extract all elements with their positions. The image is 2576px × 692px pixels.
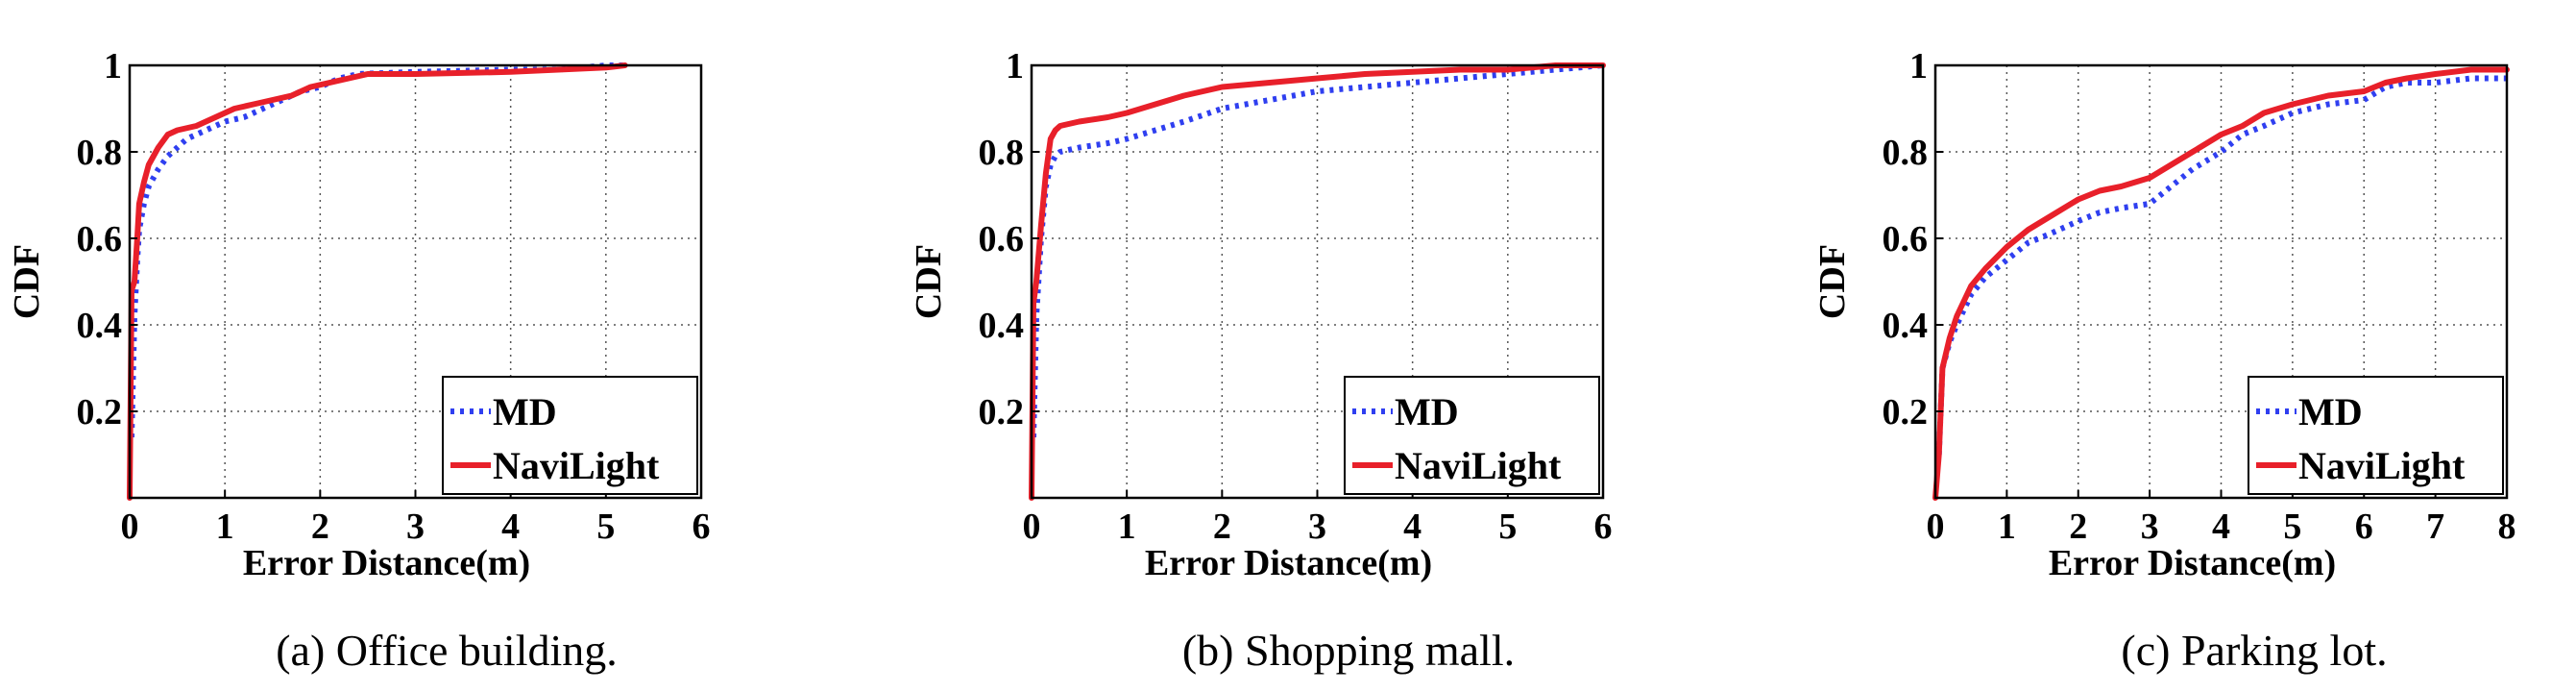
x-tick-label: 7	[2426, 507, 2444, 547]
x-axis-label: Error Distance(m)	[1145, 543, 1432, 583]
y-tick-label: 0.8	[77, 133, 123, 173]
x-axis-label: Error Distance(m)	[2049, 543, 2336, 583]
x-tick-label: 1	[1118, 507, 1136, 547]
x-tick-label: 5	[1498, 507, 1517, 547]
series-line-md	[1935, 75, 2507, 456]
x-tick-label: 1	[216, 507, 234, 547]
x-tick-label: 0	[1927, 507, 1945, 547]
x-tick-label: 2	[2069, 507, 2087, 547]
y-tick-label: 1	[1909, 46, 1928, 86]
y-tick-label: 0.4	[77, 306, 123, 346]
subplot-caption: (c) Parking lot.	[2121, 626, 2387, 675]
y-tick-label: 1	[104, 46, 122, 86]
subplot-caption: (b) Shopping mall.	[1182, 626, 1515, 675]
series-line-md	[129, 62, 625, 438]
legend-label-md: MD	[2298, 390, 2363, 433]
legend-label-navilight: NaviLight	[1395, 444, 1562, 487]
y-tick-label: 0.6	[1883, 219, 1929, 260]
x-tick-label: 0	[121, 507, 139, 547]
y-tick-label: 0.6	[77, 219, 123, 260]
series-line-navilight	[127, 62, 628, 501]
y-tick-label: 0.2	[77, 392, 123, 432]
x-tick-label: 2	[1213, 507, 1231, 547]
y-tick-label: 0.6	[979, 219, 1025, 260]
x-tick-label: 6	[1594, 507, 1613, 547]
legend-label-navilight: NaviLight	[2298, 444, 2466, 487]
x-tick-label: 0	[1023, 507, 1041, 547]
y-axis-label: CDF	[7, 244, 47, 319]
x-tick-label: 6	[2355, 507, 2373, 547]
x-tick-label: 5	[2283, 507, 2301, 547]
y-tick-label: 1	[1006, 46, 1024, 86]
subplot-2: 0 1 2 3 4 5 6 7 8 0.2 0.4 0.6 0.8 1 Error Distance(m) C…	[1812, 46, 2516, 675]
y-axis-label: CDF	[909, 244, 949, 319]
x-tick-label: 4	[1403, 507, 1422, 547]
legend-box	[1344, 376, 1600, 495]
x-tick-label: 3	[1308, 507, 1326, 547]
legend: MD NaviLight	[2248, 376, 2504, 495]
x-tick-label: 6	[693, 507, 711, 547]
legend-label-md: MD	[493, 390, 557, 433]
legend-label-navilight: NaviLight	[493, 444, 660, 487]
x-tick-label: 3	[2141, 507, 2159, 547]
x-tick-label: 4	[2212, 507, 2230, 547]
x-tick-label: 1	[1998, 507, 2016, 547]
legend-label-md: MD	[1395, 390, 1459, 433]
x-tick-label: 3	[406, 507, 425, 547]
y-tick-label: 0.2	[1883, 392, 1929, 432]
x-tick-label: 5	[596, 507, 615, 547]
y-tick-label: 0.8	[979, 133, 1025, 173]
y-tick-label: 0.8	[1883, 133, 1929, 173]
subplot-caption: (a) Office building.	[276, 626, 618, 675]
y-axis-label: CDF	[1812, 244, 1853, 319]
y-tick-label: 0.2	[979, 392, 1025, 432]
legend-box	[2248, 376, 2504, 495]
x-tick-label: 8	[2498, 507, 2516, 547]
legend: MD NaviLight	[1344, 376, 1600, 495]
series-line-navilight	[1932, 66, 2510, 501]
series-line-md	[1031, 62, 1604, 438]
x-axis-label: Error Distance(m)	[243, 543, 530, 583]
y-tick-label: 0.4	[1883, 306, 1929, 346]
y-tick-label: 0.4	[979, 306, 1025, 346]
series-line-navilight	[1029, 62, 1606, 501]
legend-box	[442, 376, 698, 495]
x-tick-label: 2	[311, 507, 329, 547]
x-tick-label: 4	[501, 507, 520, 547]
legend: MD NaviLight	[442, 376, 698, 495]
